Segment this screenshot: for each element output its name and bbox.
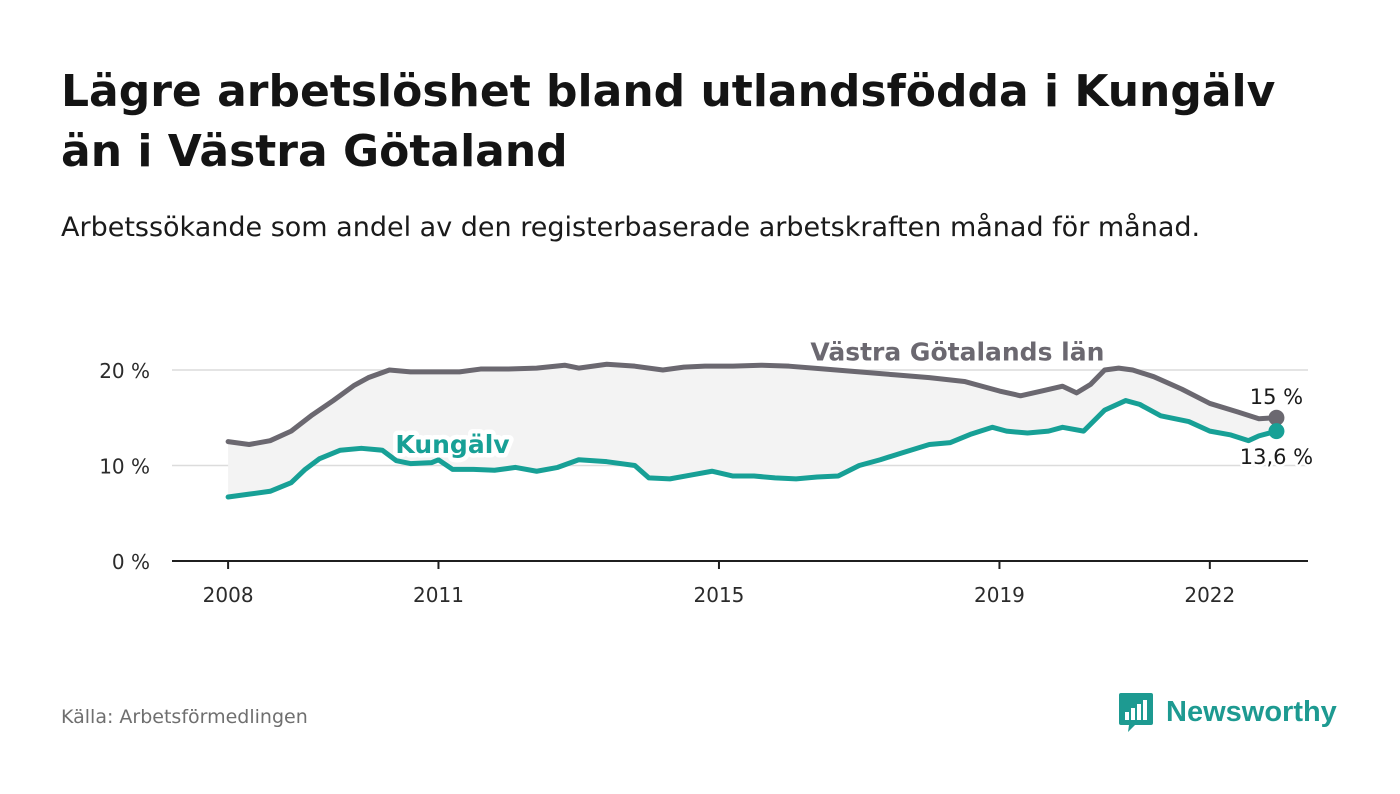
newsworthy-chart-bubble-icon <box>1119 693 1153 732</box>
x-tick-label: 2015 <box>694 583 745 607</box>
chart-subtitle: Arbetssökande som andel av den registerb… <box>61 212 1201 243</box>
y-tick-label: 20 % <box>99 359 150 383</box>
series-line-kungalv <box>225 398 1279 500</box>
x-tick-label: 2019 <box>974 583 1025 607</box>
y-tick-label: 10 % <box>99 455 150 479</box>
end-point-kungalv <box>1268 423 1285 440</box>
x-axis: 0 % 10 % 20 % 2008 2011 2015 2019 2022 <box>99 359 1308 607</box>
source-note: Källa: Arbetsförmedlingen <box>61 706 308 728</box>
x-tick-label: 2022 <box>1184 583 1235 607</box>
x-tick-label: 2011 <box>413 583 464 607</box>
y-tick-label: 0 % <box>112 550 150 574</box>
chart-labels: Västra Götalands län Kungälv 15 % 13,6 % <box>391 333 1316 472</box>
end-point-vastra-gotaland <box>1268 409 1285 426</box>
gap-band-area <box>228 364 1277 498</box>
gap-band <box>228 364 1277 498</box>
x-tick-label: 2008 <box>203 583 254 607</box>
end-value-label: 13,6 % <box>1240 445 1313 469</box>
series-line-vastra-gotaland <box>225 361 1279 447</box>
series-label: Västra Götalands län <box>810 337 1104 366</box>
chart-title: Lägre arbetslöshet bland utlandsfödda i … <box>61 66 1276 177</box>
end-value-label: 15 % <box>1250 385 1303 409</box>
newsworthy-logo: Newsworthy <box>1118 690 1337 734</box>
series-label: Kungälv <box>395 430 509 459</box>
series-lines <box>225 361 1285 500</box>
brand-name: Newsworthy <box>1166 695 1337 728</box>
